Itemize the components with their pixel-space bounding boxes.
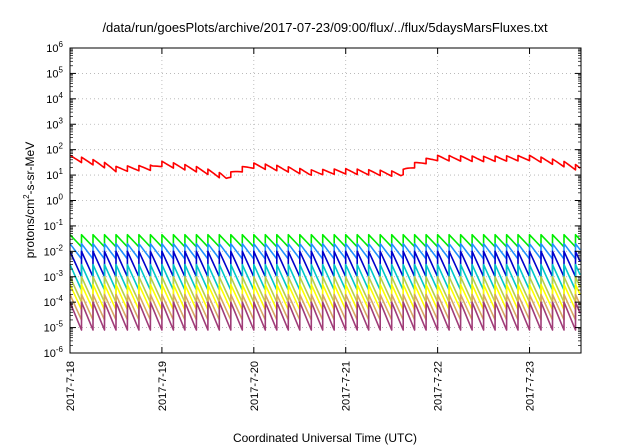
y-tick-label: 10-5: [44, 320, 64, 335]
x-axis: 2017-7-18 2017-7-19 2017-7-20 2017-7-21 2017…: [65, 48, 537, 411]
series-line: [69, 154, 581, 180]
x-tick-label: 2017-7-20: [249, 361, 261, 411]
x-tick-label: 2017-7-18: [65, 361, 77, 411]
series-line: [69, 263, 581, 291]
y-tick-label: 10-1: [44, 218, 64, 233]
series-line: [69, 283, 581, 311]
x-tick-label: 2017-7-19: [157, 361, 169, 411]
series-line: [69, 242, 581, 260]
x-tick-label: 2017-7-23: [525, 361, 537, 411]
y-tick-label: 105: [46, 65, 63, 80]
x-tick-label: 2017-7-21: [341, 361, 353, 411]
chart-title: /data/run/goesPlots/archive/2017-07-23/0…: [102, 20, 548, 35]
y-tick-label: 101: [46, 167, 63, 182]
series-line: [69, 233, 581, 248]
y-tick-label: 10-6: [44, 345, 64, 360]
y-tick-label: 10-4: [44, 294, 64, 309]
y-tick-label: 104: [46, 91, 63, 106]
y-tick-label: 102: [46, 142, 63, 157]
series-line: [69, 301, 581, 331]
series-line: [69, 250, 581, 278]
y-tick-label: 10-2: [44, 243, 64, 258]
y-tick-label: 10-3: [44, 269, 64, 284]
y-axis-label: protons/cm2-s-sr-MeV: [22, 142, 37, 258]
y-tick-label: 100: [46, 193, 63, 208]
y-axis: 10-6 10-5 10-4 10-3 10-2 10-1 100 101 102 103 104 1…: [44, 40, 581, 360]
x-axis-label: Coordinated Universal Time (UTC): [233, 431, 417, 445]
y-tick-label: 106: [46, 40, 63, 55]
x-tick-label: 2017-7-22: [433, 361, 445, 411]
y-tick-label: 103: [46, 116, 63, 131]
series-group: [69, 154, 581, 331]
